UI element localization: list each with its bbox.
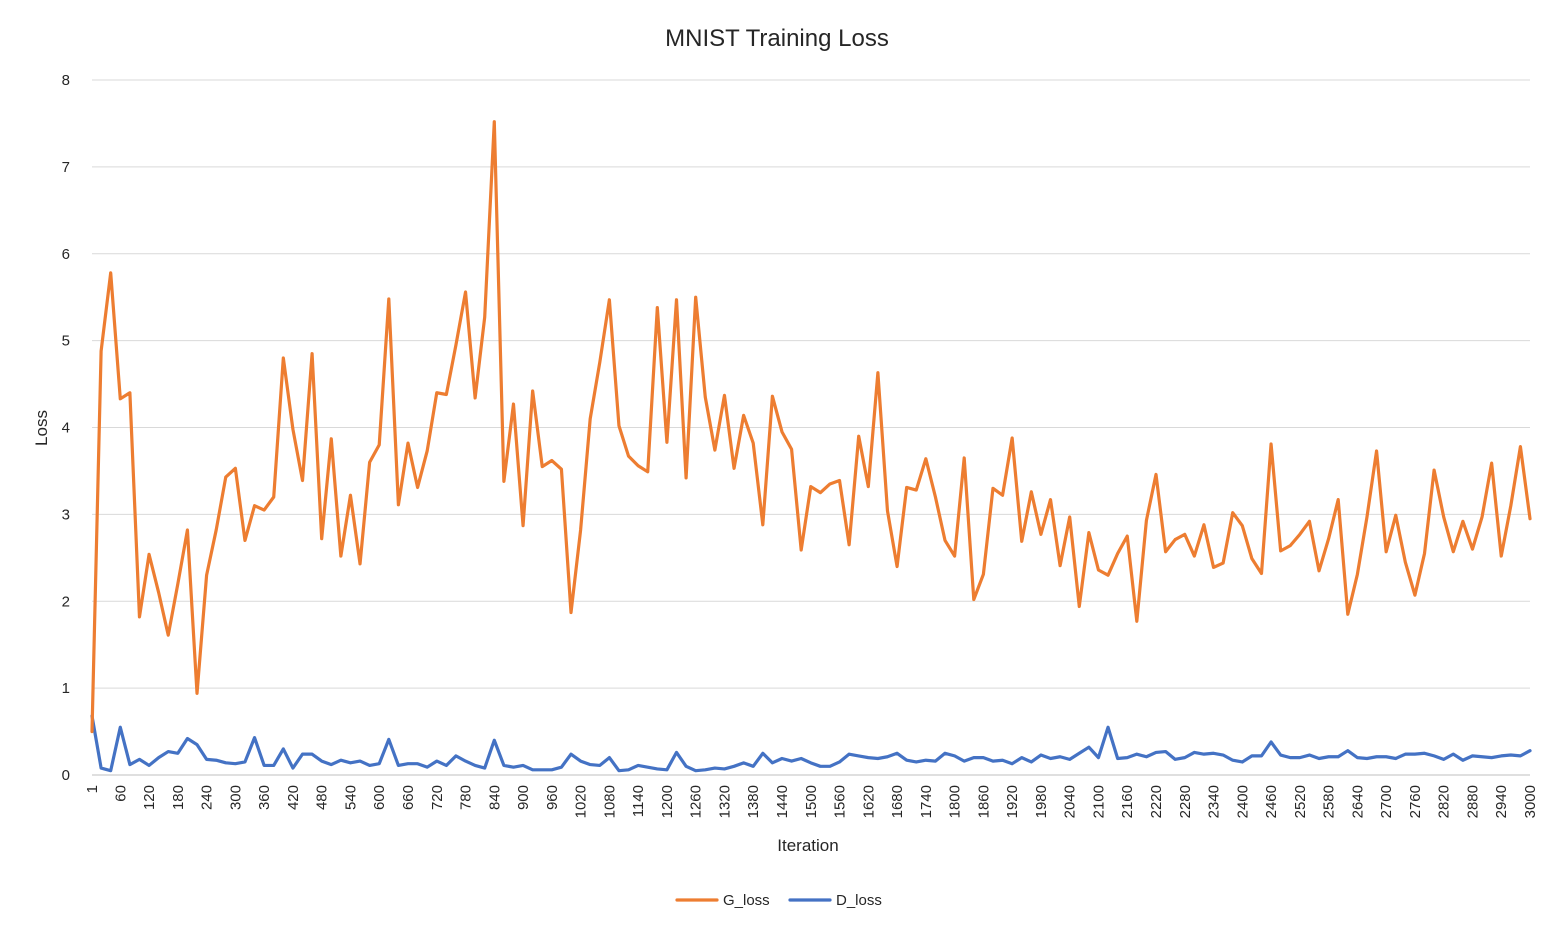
- x-tick-label: 960: [544, 785, 561, 810]
- x-tick-label: 660: [400, 785, 417, 810]
- x-tick-label: 420: [285, 785, 302, 810]
- x-tick-label: 180: [170, 785, 187, 810]
- x-tick-label: 480: [314, 785, 331, 810]
- x-tick-label: 2880: [1464, 785, 1481, 818]
- x-tick-label: 1680: [889, 785, 906, 818]
- x-tick-label: 2700: [1378, 785, 1395, 818]
- x-tick-label: 1380: [745, 785, 762, 818]
- x-tick-label: 2640: [1349, 785, 1366, 818]
- y-tick-label: 1: [62, 680, 70, 697]
- x-tick-label: 540: [342, 785, 359, 810]
- x-tick-label: 780: [458, 785, 475, 810]
- x-tick-label: 900: [515, 785, 532, 810]
- x-tick-label: 720: [429, 785, 446, 810]
- x-axis-ticks: 1 60 120 180 240 300 360 420 480 540 600 660 720 780 8…: [84, 785, 1539, 818]
- series-line-g-loss: [90, 120, 1532, 734]
- x-tick-label: 1980: [1033, 785, 1050, 818]
- x-tick-label: 840: [486, 785, 503, 810]
- x-tick-label: 2280: [1177, 785, 1194, 818]
- y-tick-label: 6: [62, 246, 70, 263]
- chart-title: MNIST Training Loss: [665, 25, 889, 52]
- y-tick-label: 7: [62, 159, 70, 176]
- x-tick-label: 3000: [1522, 785, 1539, 818]
- x-tick-label: 1500: [803, 785, 820, 818]
- y-tick-label: 8: [62, 72, 70, 89]
- x-tick-label: 1620: [860, 785, 877, 818]
- x-tick-label: 1440: [774, 785, 791, 818]
- x-tick-label: 120: [141, 785, 158, 810]
- x-tick-label: 1560: [832, 785, 849, 818]
- y-tick-label: 3: [62, 506, 70, 523]
- y-tick-label: 4: [62, 420, 70, 437]
- x-tick-label: 1020: [573, 785, 590, 818]
- x-tick-label: 1860: [975, 785, 992, 818]
- x-tick-label: 1920: [1004, 785, 1021, 818]
- x-tick-label: 1: [84, 785, 101, 793]
- x-tick-label: 2580: [1321, 785, 1338, 818]
- x-tick-label: 2760: [1407, 785, 1424, 818]
- x-axis-title: Iteration: [777, 836, 838, 855]
- x-tick-label: 1740: [918, 785, 935, 818]
- series-lines: [90, 120, 1532, 773]
- x-tick-label: 1080: [601, 785, 618, 818]
- x-tick-label: 1200: [659, 785, 676, 818]
- gridlines: [92, 79, 1530, 776]
- x-tick-label: 1260: [688, 785, 705, 818]
- y-tick-label: 2: [62, 593, 70, 610]
- series-line-d-loss: [90, 714, 1532, 773]
- x-tick-label: 240: [199, 785, 216, 810]
- y-axis-title: Loss: [32, 410, 51, 446]
- x-tick-label: 2520: [1292, 785, 1309, 818]
- x-tick-label: 2340: [1206, 785, 1223, 818]
- x-tick-label: 2940: [1493, 785, 1510, 818]
- y-axis-ticks: 0 1 2 3 4 5 6 7 8: [62, 72, 70, 784]
- x-tick-label: 600: [371, 785, 388, 810]
- x-tick-label: 1140: [630, 785, 647, 817]
- x-tick-label: 1800: [947, 785, 964, 818]
- legend-label-g-loss: G_loss: [723, 892, 770, 909]
- x-tick-label: 300: [227, 785, 244, 810]
- x-tick-label: 1320: [716, 785, 733, 818]
- x-tick-label: 60: [112, 785, 129, 802]
- x-tick-label: 2820: [1436, 785, 1453, 818]
- x-tick-label: 2100: [1090, 785, 1107, 818]
- x-tick-label: 2040: [1062, 785, 1079, 818]
- x-tick-label: 2220: [1148, 785, 1165, 818]
- legend: G_loss D_loss: [675, 892, 882, 909]
- legend-label-d-loss: D_loss: [836, 892, 882, 909]
- x-tick-label: 2460: [1263, 785, 1280, 818]
- y-tick-label: 5: [62, 333, 70, 350]
- x-tick-label: 360: [256, 785, 273, 810]
- x-tick-label: 2400: [1234, 785, 1251, 818]
- x-tick-label: 2160: [1119, 785, 1136, 818]
- y-tick-label: 0: [62, 767, 70, 784]
